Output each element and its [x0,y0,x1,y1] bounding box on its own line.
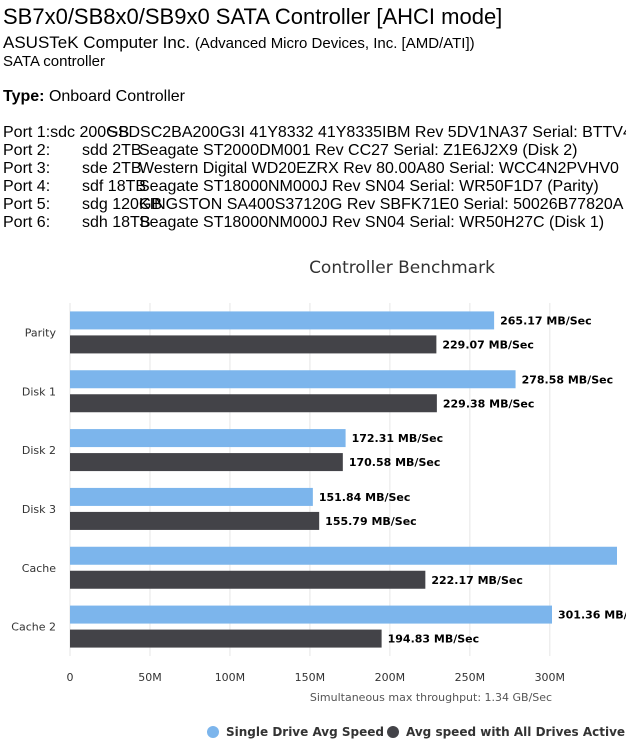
legend-marker [387,726,399,738]
port-name: Port 5: [3,196,51,213]
port-name: Port 4: [3,178,51,195]
page-title: SB7x0/SB8x0/SB9x0 SATA Controller [AHCI … [3,4,503,29]
x-tick-label: 250M [455,671,486,684]
chart-title: Controller Benchmark [309,258,495,278]
vendor-subtitle: (Advanced Micro Devices, Inc. [AMD/ATI]) [194,35,475,52]
controller-type: SATA controller [3,53,105,70]
bar [70,335,437,354]
port-row: Port 6: sdh 18TB Seagate ST18000NM000J Rev… [3,214,626,232]
data-label: 229.38 MB/Sec [443,397,535,410]
bar [70,570,426,589]
bar [70,546,617,565]
x-axis-label: Simultaneous max throughput: 1.34 GB/Sec [310,691,552,704]
vendor-name: ASUSTeK Computer Inc. [3,33,191,52]
benchmark-chart: Controller Benchmark 0 50M 100M 150M 200M 250M… [11,258,626,739]
port-model: KINGSTON SA400S37120G Rev SBFK71E0 Seria… [139,196,624,213]
data-label: 278.58 MB/Sec [522,373,614,386]
port-device: sde 2TB [82,160,142,177]
port-row: Port 4: sdf 18TB Seagate ST18000NM000J Rev… [3,178,626,196]
data-label: 170.58 MB/Sec [349,456,441,469]
data-label: 151.84 MB/Sec [319,491,411,504]
data-label: 222.17 MB/Sec [431,574,523,587]
port-name: Port 3: [3,160,51,177]
x-tick-label: 200M [375,671,406,684]
port-model: Seagate ST18000NM000J Rev SN04 Serial: W… [139,178,599,195]
type-label: Type: [3,88,45,105]
port-list: Port 1: sdc 200GB SSDSC2BA200G3I 41Y8332 4… [3,124,626,232]
port-row: Port 5: sdg 120GB KINGSTON SA400S37120G Re… [3,196,626,214]
category-label: Disk 2 [22,444,56,457]
port-model: Seagate ST18000NM000J Rev SN04 Serial: W… [139,214,605,231]
type-value: Onboard Controller [48,88,186,105]
port-device: sdd 2TB [82,142,142,159]
port-device: sdg 120GB [82,196,163,213]
x-tick-label: 100M [215,671,246,684]
category-label: Disk 3 [22,503,56,516]
legend-marker [207,726,219,738]
port-model: Seagate ST2000DM001 Rev CC27 Serial: Z1E… [139,142,578,159]
data-label: 229.07 MB/Sec [442,338,534,351]
x-tick-label: 0 [67,671,74,684]
port-row: Port 2: sdd 2TB Seagate ST2000DM001 Rev CC… [3,142,626,160]
data-label: 265.17 MB/Sec [500,314,592,327]
port-name: Port 2: [3,142,51,159]
bar [70,311,495,330]
x-tick-label: 300M [535,671,566,684]
bar [70,511,320,530]
port-model: Western Digital WD20EZRX Rev 80.00A80 Se… [139,160,619,177]
type-line: Type: Onboard Controller [3,88,185,106]
port-row: Port 3: sde 2TB Western Digital WD20EZRX R… [3,160,626,178]
bar [70,487,313,506]
x-tick-label: 50M [138,671,162,684]
category-label: Disk 1 [22,385,56,398]
bar [70,370,516,389]
bar [70,629,382,648]
port-name: Port 6: [3,214,51,231]
data-label: 301.36 MB/Sec [558,609,626,622]
port-device: sdf 18TB [82,178,147,195]
port-name: Port 1: [3,124,51,141]
category-label: Cache [22,562,56,575]
bar [70,429,346,448]
bar [70,394,437,413]
vendor-line: ASUSTeK Computer Inc. (Advanced Micro De… [3,33,475,53]
legend-label: Single Drive Avg Speed [226,725,384,739]
legend-label: Avg speed with All Drives Active [406,725,625,739]
bar [70,605,552,624]
port-model: SSDSC2BA200G3I 41Y8332 41Y8335IBM Rev 5D… [107,124,626,141]
data-label: 194.83 MB/Sec [388,633,480,646]
port-device: sdc 200GB [50,124,130,141]
bar [70,453,343,472]
data-label: 155.79 MB/Sec [325,515,417,528]
x-tick-label: 150M [295,671,326,684]
port-device: sdh 18TB [82,214,151,231]
category-label: Cache 2 [11,621,56,634]
category-label: Parity [25,326,57,339]
port-row: Port 1: sdc 200GB SSDSC2BA200G3I 41Y8332 4… [3,124,626,142]
data-label: 172.31 MB/Sec [352,432,444,445]
